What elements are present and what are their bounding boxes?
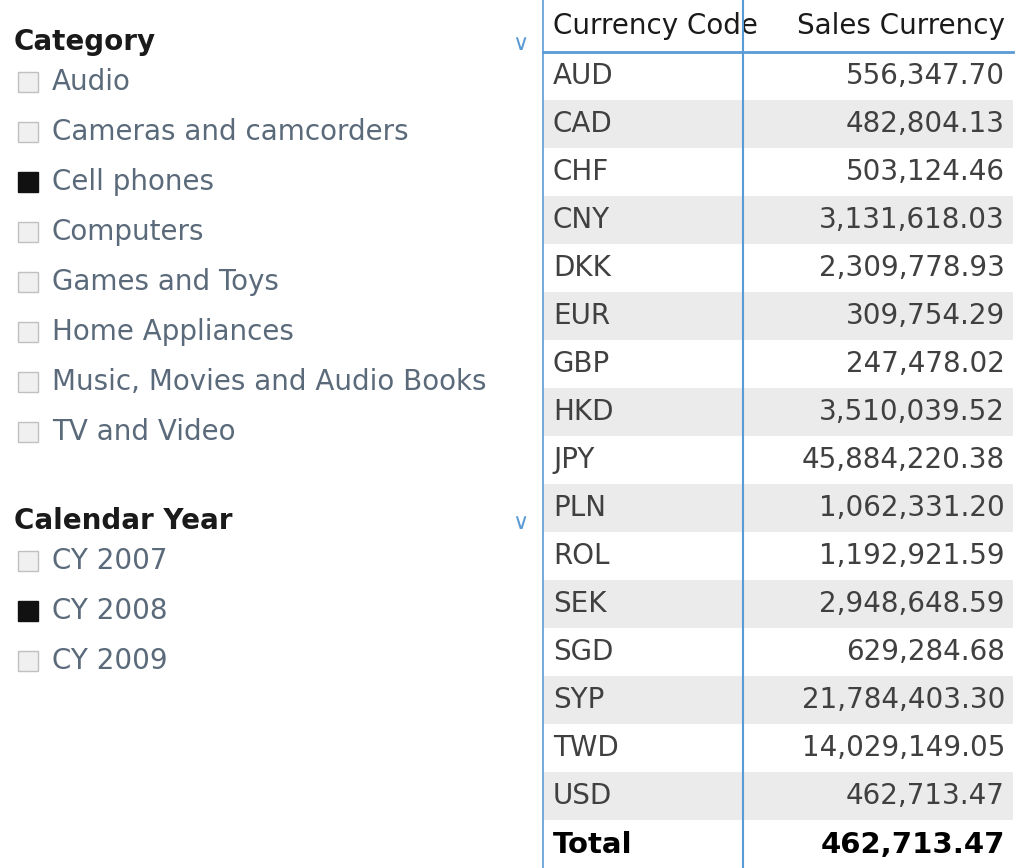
Text: 3,131,618.03: 3,131,618.03	[819, 206, 1005, 234]
Bar	[18, 601, 38, 621]
Text: SEK: SEK	[553, 590, 607, 618]
Text: DKK: DKK	[553, 254, 611, 282]
Text: 3,510,039.52: 3,510,039.52	[819, 398, 1005, 426]
Text: 556,347.70: 556,347.70	[845, 62, 1005, 90]
Text: 462,713.47: 462,713.47	[847, 782, 1005, 810]
Text: 629,284.68: 629,284.68	[847, 638, 1005, 666]
Text: GBP: GBP	[553, 350, 610, 378]
Text: PLN: PLN	[553, 494, 606, 522]
Text: Music, Movies and Audio Books: Music, Movies and Audio Books	[52, 368, 486, 396]
Bar	[543, 292, 1013, 340]
Text: Home Appliances: Home Appliances	[52, 318, 294, 346]
Text: ∨: ∨	[512, 513, 528, 533]
Text: 2,948,648.59: 2,948,648.59	[819, 590, 1005, 618]
Bar	[543, 484, 1013, 532]
Text: 309,754.29: 309,754.29	[845, 302, 1005, 330]
Bar	[18, 651, 38, 671]
Text: Computers: Computers	[52, 218, 204, 246]
Text: Total: Total	[553, 831, 632, 859]
Text: Cameras and camcorders: Cameras and camcorders	[52, 118, 409, 146]
Bar	[543, 676, 1013, 724]
Text: ROL: ROL	[553, 542, 609, 570]
Text: TWD: TWD	[553, 734, 619, 762]
Bar	[18, 172, 38, 192]
Text: CY 2008: CY 2008	[52, 597, 167, 625]
Text: 45,884,220.38: 45,884,220.38	[802, 446, 1005, 474]
Bar	[543, 388, 1013, 436]
Text: 21,784,403.30: 21,784,403.30	[802, 686, 1005, 714]
Text: CHF: CHF	[553, 158, 609, 186]
Text: JPY: JPY	[553, 446, 595, 474]
Text: Audio: Audio	[52, 68, 131, 96]
Text: 1,062,331.20: 1,062,331.20	[819, 494, 1005, 522]
Text: CY 2007: CY 2007	[52, 547, 167, 575]
Bar	[18, 422, 38, 442]
Bar	[18, 272, 38, 292]
Bar	[18, 551, 38, 571]
Text: EUR: EUR	[553, 302, 610, 330]
Text: SGD: SGD	[553, 638, 613, 666]
Text: USD: USD	[553, 782, 612, 810]
Bar	[543, 772, 1013, 820]
Text: 462,713.47: 462,713.47	[820, 831, 1005, 859]
Bar	[543, 100, 1013, 148]
Text: 1,192,921.59: 1,192,921.59	[819, 542, 1005, 570]
Text: CY 2009: CY 2009	[52, 647, 167, 675]
Bar	[18, 322, 38, 342]
Text: AUD: AUD	[553, 62, 614, 90]
Text: CAD: CAD	[553, 110, 613, 138]
Text: 482,804.13: 482,804.13	[845, 110, 1005, 138]
Text: ∨: ∨	[512, 34, 528, 54]
Bar	[543, 196, 1013, 244]
Text: Calendar Year: Calendar Year	[14, 507, 232, 535]
Text: 247,478.02: 247,478.02	[847, 350, 1005, 378]
Bar	[543, 580, 1013, 628]
Text: HKD: HKD	[553, 398, 613, 426]
Bar	[18, 222, 38, 242]
Text: TV and Video: TV and Video	[52, 418, 235, 446]
Text: Games and Toys: Games and Toys	[52, 268, 279, 296]
Text: Category: Category	[14, 28, 156, 56]
Text: 2,309,778.93: 2,309,778.93	[819, 254, 1005, 282]
Bar	[18, 372, 38, 392]
Text: CNY: CNY	[553, 206, 610, 234]
Bar	[18, 122, 38, 142]
Text: 503,124.46: 503,124.46	[845, 158, 1005, 186]
Text: 14,029,149.05: 14,029,149.05	[802, 734, 1005, 762]
Text: SYP: SYP	[553, 686, 604, 714]
Text: Sales Currency: Sales Currency	[797, 12, 1005, 40]
Text: Currency Code: Currency Code	[553, 12, 758, 40]
Bar	[18, 72, 38, 92]
Text: Cell phones: Cell phones	[52, 168, 214, 196]
